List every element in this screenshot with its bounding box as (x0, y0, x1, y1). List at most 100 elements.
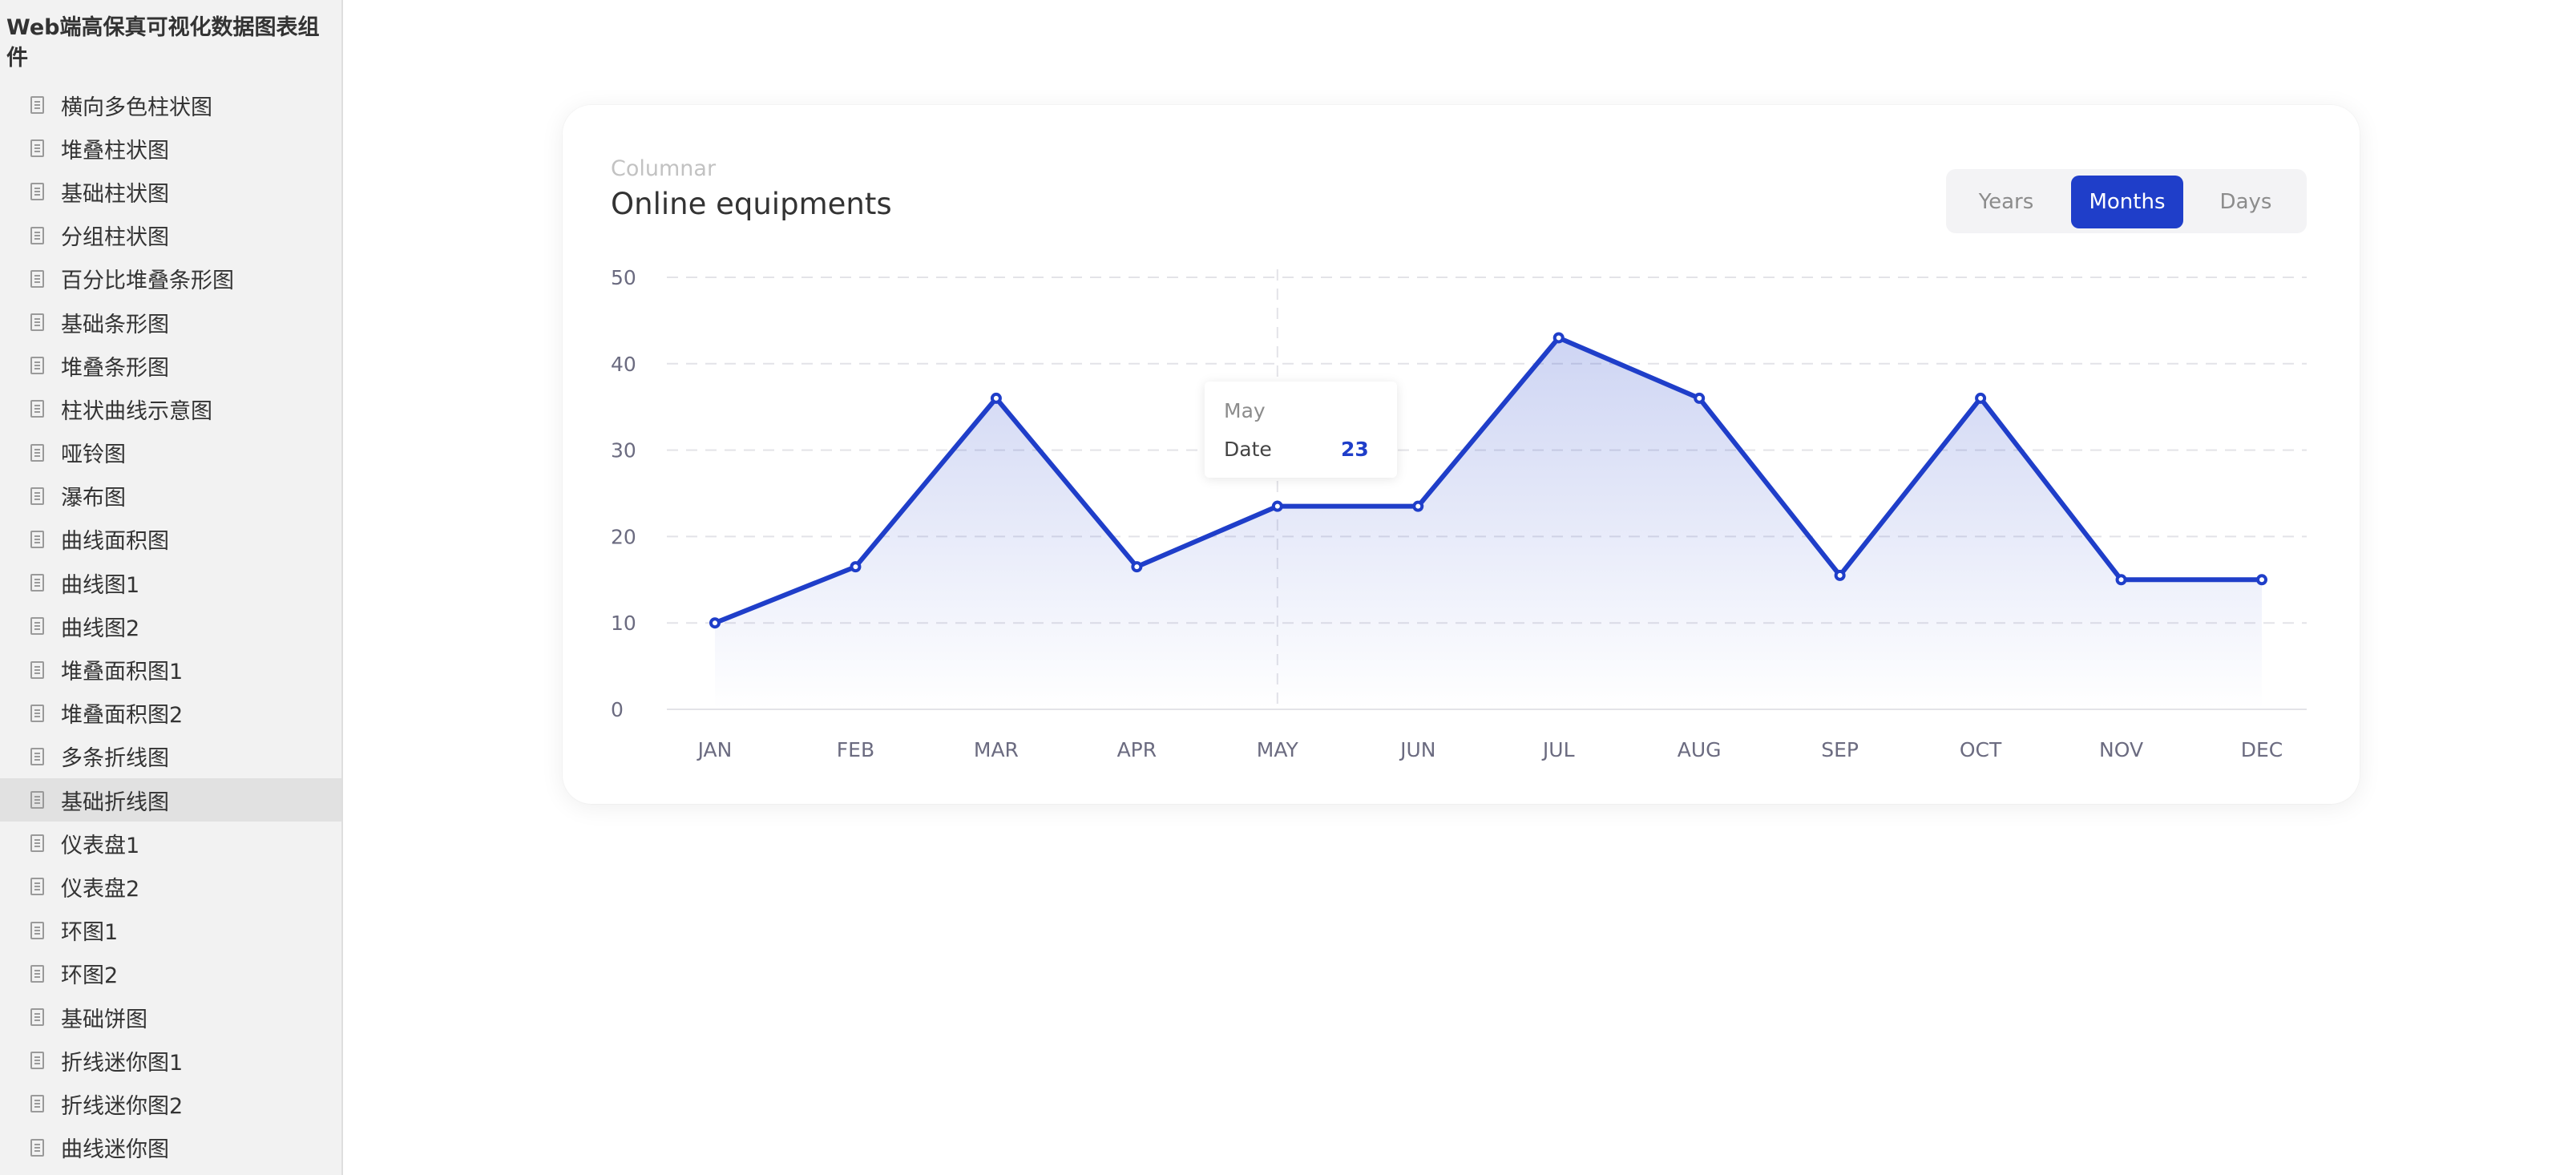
sidebar-item-label: 堆叠面积图1 (61, 660, 184, 685)
toggle-months-button[interactable]: Months (2071, 176, 2183, 228)
y-tick-label: 0 (611, 698, 624, 721)
x-tick-label: MAR (974, 738, 1019, 761)
sidebar-item[interactable]: 曲线图1 (0, 561, 341, 604)
data-point (1412, 500, 1424, 512)
data-point (709, 617, 721, 629)
x-tick-label: OCT (1960, 738, 2002, 761)
period-toggle: Years Months Days (1946, 169, 2307, 233)
document-icon (30, 1052, 44, 1070)
sidebar: Web端高保真可视化数据图表组件 横向多色柱状图 堆叠柱状图基础柱状图分组柱状图百… (0, 0, 343, 1175)
data-point (850, 561, 862, 573)
sidebar-item-label: 曲线迷你图 (61, 1137, 169, 1163)
sidebar-item-label: 环图1 (61, 920, 119, 946)
sidebar-item-label: 哑铃图 (61, 442, 126, 468)
sidebar-item-label: 曲线图1 (61, 572, 140, 598)
sidebar-item-label: 堆叠柱状图 (61, 138, 169, 164)
series-line (713, 335, 2262, 625)
sidebar-item[interactable]: 基础条形图 (0, 301, 341, 344)
sidebar-item[interactable]: 堆叠柱状图 (0, 127, 341, 170)
sidebar-item-label: 多条折线图 (61, 746, 169, 772)
document-icon (30, 834, 44, 853)
sidebar-item[interactable]: 横向多色柱状图 (0, 83, 341, 127)
card-subtitle: Columnar (611, 156, 717, 181)
chart-card: Columnar Online equipments Years Months … (563, 105, 2360, 804)
data-point (990, 392, 1002, 404)
sidebar-item-label: 堆叠面积图2 (61, 703, 184, 729)
data-point (1271, 500, 1283, 512)
data-point (1694, 392, 1706, 404)
sidebar-item[interactable]: 分组柱状图 (0, 214, 341, 257)
data-point (1131, 561, 1143, 573)
x-tick-label: FEB (837, 738, 874, 761)
sidebar-item-label: 折线迷你图1 (61, 1050, 184, 1076)
sidebar-item-label: 仪表盘1 (61, 833, 140, 858)
sidebar-item-label: 基础条形图 (61, 312, 169, 337)
sidebar-item[interactable]: 堆叠条形图 (0, 344, 341, 387)
sidebar-item[interactable]: 环图1 (0, 909, 341, 952)
document-icon (30, 226, 44, 244)
document-icon (30, 357, 44, 375)
document-icon (30, 791, 44, 810)
sidebar-item[interactable]: 仪表盘1 (0, 822, 341, 865)
document-icon (30, 400, 44, 418)
x-tick-label: NOV (2099, 738, 2143, 761)
sidebar-item[interactable]: 堆叠面积图1 (0, 648, 341, 691)
sidebar-item[interactable]: 瀑布图 (0, 474, 341, 518)
sidebar-item[interactable]: 折线迷你图1 (0, 1039, 341, 1082)
document-icon (30, 617, 44, 636)
data-point (1552, 332, 1565, 344)
sidebar-item[interactable]: 百分比堆叠条形图 (0, 257, 341, 301)
document-icon (30, 530, 44, 548)
series-area (715, 337, 2262, 709)
sidebar-item[interactable]: 基础折线图 (0, 778, 341, 822)
tooltip-value: 23 (1341, 438, 1369, 461)
document-icon (30, 704, 44, 722)
sidebar-item[interactable]: 基础柱状图 (0, 170, 341, 213)
x-tick-label: SEP (1821, 738, 1859, 761)
document-icon (30, 660, 44, 679)
x-tick-label: DEC (2241, 738, 2283, 761)
sidebar-item-label: 堆叠条形图 (61, 355, 169, 381)
sidebar-item[interactable]: 曲线迷你图 (0, 1126, 341, 1169)
y-tick-label: 20 (611, 525, 636, 548)
sidebar-item-label: 折线迷你图2 (61, 1093, 184, 1119)
document-icon (30, 183, 44, 201)
sidebar-item-label: 柱状曲线示意图 (61, 398, 212, 424)
sidebar-item-label: 分组柱状图 (61, 225, 169, 251)
y-tick-label: 10 (611, 612, 636, 635)
sidebar-item[interactable]: 环图2 (0, 952, 341, 995)
sidebar-item[interactable]: 基础饼图 (0, 995, 341, 1039)
data-point (2115, 574, 2127, 586)
document-icon (30, 139, 44, 158)
document-icon (30, 747, 44, 765)
document-icon (30, 269, 44, 288)
sidebar-item-label: 曲线图2 (61, 616, 140, 641)
document-icon (30, 574, 44, 592)
toggle-years-button[interactable]: Years (1978, 190, 2034, 214)
sidebar-item[interactable]: 曲线面积图 (0, 518, 341, 561)
document-icon (30, 96, 44, 115)
sidebar-item[interactable]: 柱状曲线示意图 (0, 387, 341, 430)
document-icon (30, 487, 44, 505)
x-tick-label: JAN (696, 738, 733, 761)
document-icon (30, 964, 44, 983)
sidebar-title: Web端高保真可视化数据图表组件 (6, 15, 320, 71)
y-tick-label: 40 (611, 353, 636, 376)
sidebar-item-label: 瀑布图 (61, 486, 126, 511)
sidebar-item[interactable]: 哑铃图 (0, 431, 341, 474)
sidebar-item[interactable]: 折线迷你图2 (0, 1082, 341, 1125)
document-icon (30, 443, 44, 462)
data-point (1975, 392, 1987, 404)
x-tick-label: MAY (1257, 738, 1299, 761)
sidebar-item[interactable]: 曲线图2 (0, 604, 341, 648)
line-chart: 0 10 20 30 40 50 JAN FEB MAR APR MAY JUN JUL AUG SEP OC… (611, 266, 2307, 761)
sidebar-item[interactable]: 堆叠面积图2 (0, 692, 341, 735)
sidebar-item[interactable]: 仪表盘2 (0, 865, 341, 908)
sidebar-item[interactable]: 多条折线图 (0, 735, 341, 778)
document-icon (30, 921, 44, 939)
sidebar-item-label: 百分比堆叠条形图 (61, 269, 234, 294)
toggle-days-button[interactable]: Days (2219, 190, 2272, 214)
sidebar-item-label: 横向多色柱状图 (61, 95, 212, 120)
sidebar-item-label: 基础柱状图 (61, 181, 169, 207)
y-tick-label: 50 (611, 266, 636, 289)
